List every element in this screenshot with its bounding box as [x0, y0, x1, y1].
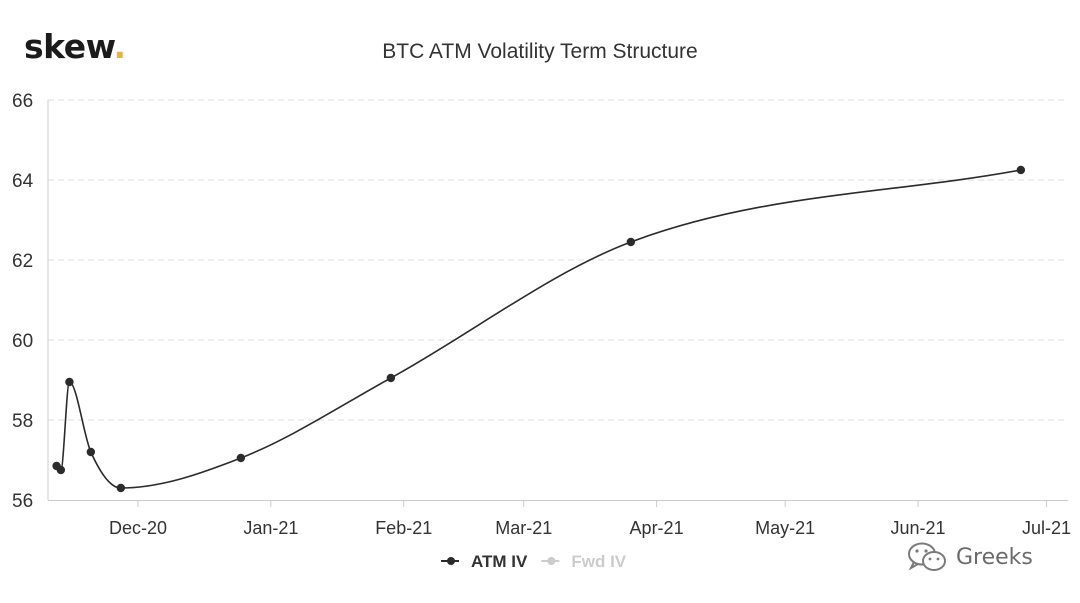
- x-tick-label: Apr-21: [630, 518, 684, 538]
- wechat-icon: [906, 540, 950, 574]
- x-tick-label: Jul-21: [1022, 518, 1071, 538]
- y-tick-label: 64: [12, 171, 34, 192]
- legend[interactable]: ATM IV Fwd IV: [441, 552, 627, 571]
- data-point: [116, 483, 126, 493]
- x-tick-label: Jan-21: [243, 518, 298, 538]
- series-line-atm-iv: [56, 169, 1022, 489]
- x-tick-label: Feb-21: [375, 518, 432, 538]
- legend-item[interactable]: ATM IV: [441, 552, 528, 571]
- legend-item[interactable]: Fwd IV: [541, 552, 627, 571]
- data-point: [236, 453, 246, 463]
- data-point: [386, 373, 396, 383]
- legend-marker: [547, 557, 556, 565]
- skew-logo: skew.: [24, 30, 126, 63]
- data-point: [65, 377, 74, 387]
- y-tick-label: 60: [12, 331, 33, 352]
- chart-title: BTC ATM Volatility Term Structure: [382, 40, 698, 63]
- series-lines: [56, 169, 1022, 489]
- x-tick-label: Jun-21: [890, 518, 945, 538]
- data-point: [56, 465, 66, 475]
- legend-label: Fwd IV: [571, 552, 626, 571]
- y-tick-label: 66: [12, 91, 33, 112]
- legend-marker: [447, 557, 455, 565]
- data-points: [52, 165, 1026, 493]
- y-tick-label: 56: [12, 491, 33, 512]
- x-tick-label: May-21: [755, 518, 815, 538]
- axes: 56 58 60 62 64 66 Dec-20 Jan-21 Feb-21 Mar-21 Apr-…: [12, 91, 1071, 538]
- logo-text: skew: [24, 27, 114, 66]
- y-tick-label: 62: [12, 251, 33, 272]
- watermark: Greeks: [906, 540, 1033, 574]
- legend-label: ATM IV: [471, 552, 528, 571]
- grid-lines: [48, 99, 1068, 421]
- x-tick-label: Mar-21: [495, 518, 552, 538]
- data-point: [86, 447, 96, 457]
- x-tick-label: Dec-20: [109, 518, 167, 538]
- y-tick-label: 58: [12, 411, 33, 432]
- data-point: [626, 237, 636, 247]
- logo-dot: .: [113, 27, 126, 66]
- watermark-text: Greeks: [956, 544, 1033, 570]
- data-point: [1016, 165, 1026, 175]
